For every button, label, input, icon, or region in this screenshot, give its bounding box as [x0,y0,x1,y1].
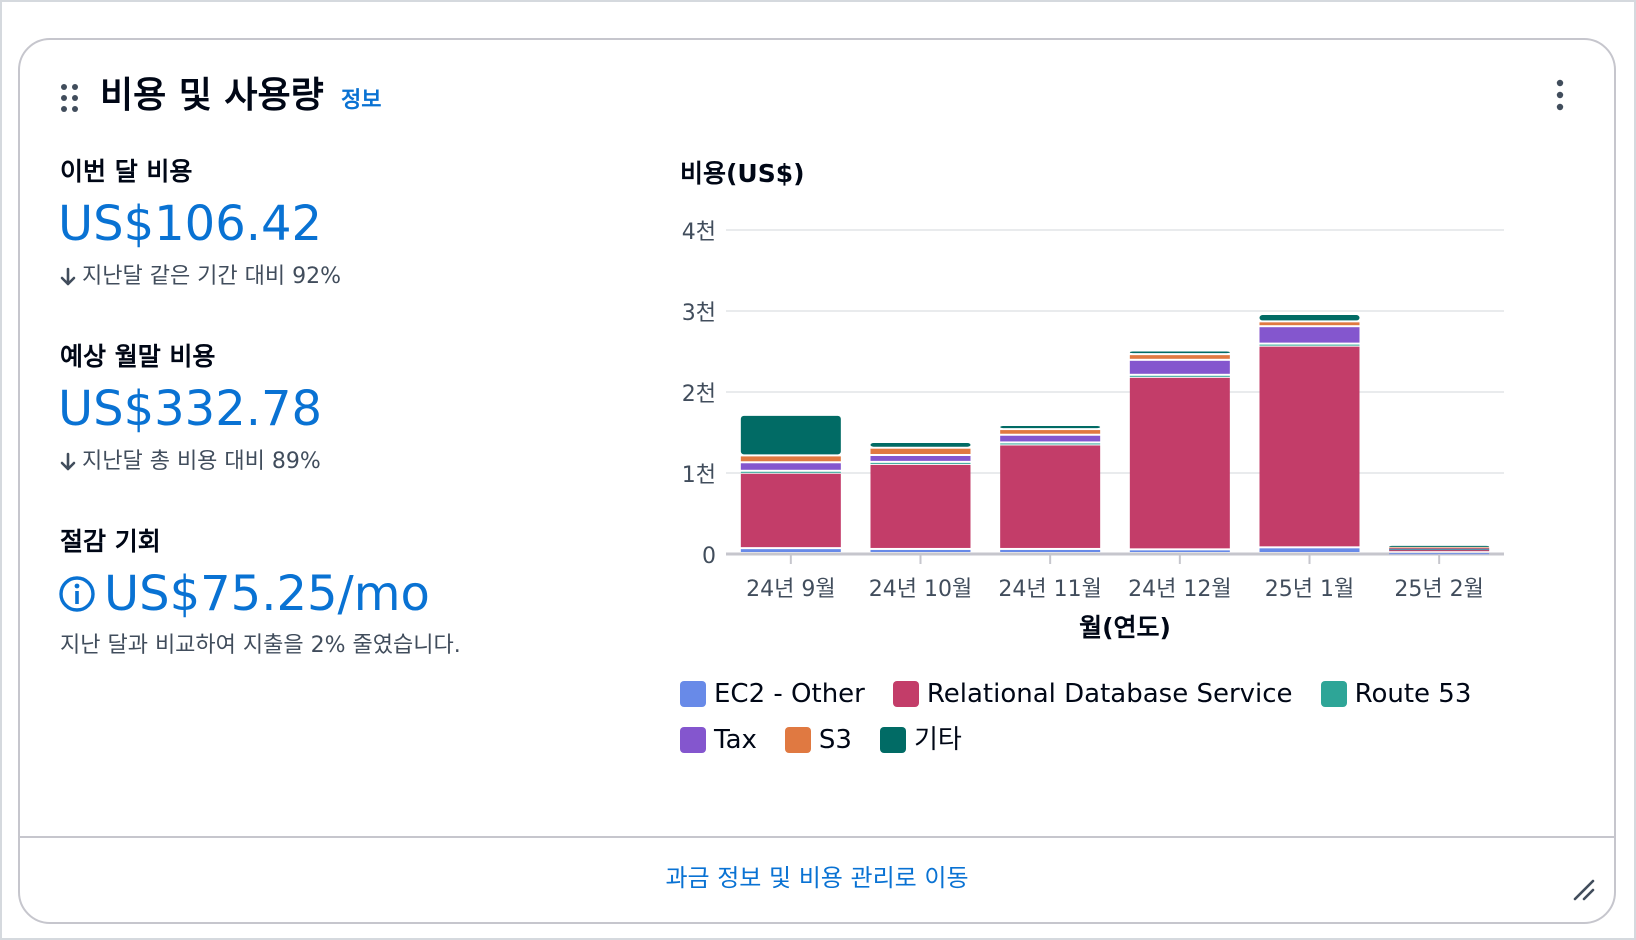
this-month-cost-value: US$106.42 [58,196,323,252]
bar-segment[interactable] [1129,550,1230,552]
bar-segment[interactable] [1259,315,1360,321]
this-month-change-text: 지난달 같은 기간 대비 92% [82,264,342,289]
savings-value-row[interactable]: US$75.25/mo [58,565,430,623]
bar-segment[interactable] [740,415,841,455]
forecast-cost-value: US$332.78 [58,381,323,437]
bar-segment[interactable] [1129,360,1230,374]
x-tick-label: 24년 10월 [869,577,972,602]
bar-segment[interactable] [870,455,971,461]
legend-swatch [1320,681,1347,707]
legend-label: Route 53 [1354,679,1472,709]
legend-label: 기타 [913,725,962,755]
y-tick-label: 0 [702,544,716,569]
bar-segment[interactable] [870,464,971,548]
arrow-down-icon [60,267,76,286]
widget-footer: 과금 정보 및 비용 관리로 이동 [20,836,1614,922]
bar-segment[interactable] [1129,375,1230,377]
bar-segment[interactable] [1389,548,1490,550]
savings-value[interactable]: US$75.25/mo [104,566,430,622]
legend-item[interactable]: Relational Database Service [892,677,1293,711]
chart-title: 비용(US$) [680,159,805,188]
legend-label: Relational Database Service [926,679,1293,709]
bar-segment[interactable] [870,549,971,552]
x-tick-label: 24년 12월 [1128,577,1231,602]
bar-segment[interactable] [1389,549,1490,552]
cost-usage-widget: 비용 및 사용량 정보 이번 달 비용 US$106.42 지난달 같은 기간 … [18,38,1616,924]
bar-segment[interactable] [1129,377,1230,549]
x-tick-label: 25년 1월 [1265,577,1354,602]
this-month-change: 지난달 같은 기간 대비 92% [60,263,341,291]
info-circle-icon [59,576,95,612]
savings-label: 절감 기회 [60,527,161,556]
bar-segment[interactable] [740,456,841,462]
bar-segment[interactable] [1389,547,1490,549]
legend-item[interactable]: EC2 - Other [680,677,865,711]
bar-segment[interactable] [740,473,841,548]
bar-segment[interactable] [1000,443,1101,445]
chart-legend: EC2 - Other Relational Database Service Ro… [680,677,1540,757]
legend-swatch [680,727,706,753]
bar-segment[interactable] [1259,346,1360,547]
bar-segment[interactable] [740,471,841,473]
info-link[interactable]: 정보 [341,88,382,113]
chart-gridlines [726,229,1504,556]
bar-segment[interactable] [1000,430,1101,434]
legend-label: S3 [818,725,852,755]
bar-segment[interactable] [1389,545,1490,547]
bar-segment[interactable] [1129,355,1230,359]
bar-segment[interactable] [1000,445,1101,548]
chart-bars [740,315,1490,555]
forecast-cost-label: 예상 월말 비용 [60,342,216,371]
bar-segment[interactable] [870,462,971,464]
arrow-down-icon [60,452,76,471]
bar-segment[interactable] [870,443,971,447]
forecast-change: 지난달 총 비용 대비 89% [60,448,321,476]
y-tick-label: 4천 [682,220,716,245]
x-tick-label: 25년 2월 [1394,577,1483,602]
legend-swatch [879,727,906,753]
legend-swatch [784,727,811,753]
cost-bar-chart: 0 1천 2천 3천 4천 24년 9월 24년 10월 24년 11월 24년 12월 25년… [682,220,1504,642]
more-options-icon[interactable] [1554,78,1566,112]
bar-segment[interactable] [1259,344,1360,346]
this-month-cost-label: 이번 달 비용 [60,157,193,186]
legend-item[interactable]: 기타 [879,723,962,757]
bar-segment[interactable] [1259,322,1360,326]
x-axis-label: 월(연도) [1079,613,1171,642]
bar-segment[interactable] [1129,351,1230,354]
bar-segment[interactable] [1259,548,1360,552]
bar-segment[interactable] [870,448,971,454]
billing-link[interactable]: 과금 정보 및 비용 관리로 이동 [665,864,969,892]
legend-item[interactable]: S3 [784,723,852,757]
bar-segment[interactable] [1000,426,1101,429]
legend-swatch [892,681,919,707]
y-tick-label: 1천 [682,463,716,488]
legend-swatch [680,681,706,707]
resize-handle-icon[interactable] [1572,878,1596,902]
x-tick-label: 24년 11월 [998,577,1101,602]
savings-note: 지난 달과 비교하여 지출을 2% 줄였습니다. [60,633,461,658]
bar-segment[interactable] [1389,549,1490,551]
y-tick-label: 2천 [682,382,716,407]
bar-segment[interactable] [740,549,841,552]
widget-title: 비용 및 사용량 [100,75,324,116]
y-axis-ticks: 0 1천 2천 3천 4천 [682,220,716,569]
forecast-change-text: 지난달 총 비용 대비 89% [82,449,321,474]
drag-handle-icon[interactable] [60,83,80,113]
x-axis-ticks: 24년 9월 24년 10월 24년 11월 24년 12월 25년 1월 25년 2월 [746,554,1484,602]
y-tick-label: 3천 [682,301,716,326]
legend-label: Tax [714,725,757,755]
legend-item[interactable]: Tax [680,723,757,757]
legend-label: EC2 - Other [714,679,865,709]
bar-segment[interactable] [1000,435,1101,442]
bar-segment[interactable] [1389,553,1490,555]
bar-segment[interactable] [1259,327,1360,343]
bar-segment[interactable] [740,463,841,470]
legend-item[interactable]: Route 53 [1320,677,1472,711]
x-tick-label: 24년 9월 [746,577,835,602]
bar-segment[interactable] [1000,549,1101,552]
